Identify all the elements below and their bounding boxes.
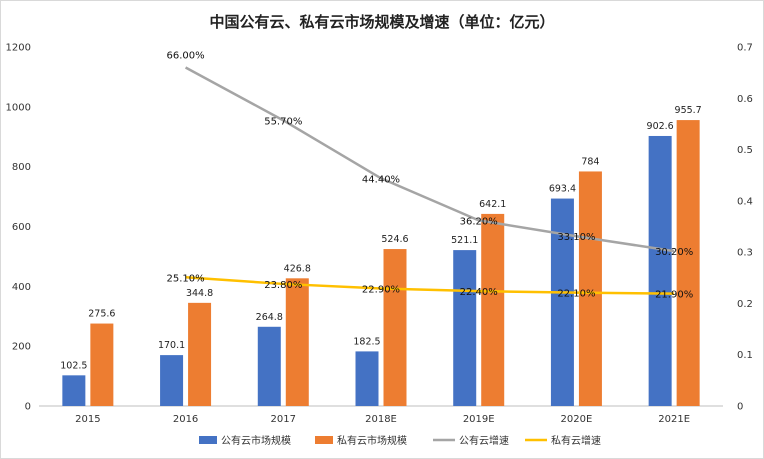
bar-private-cloud	[188, 302, 212, 406]
x-tick-label: 2016	[173, 414, 198, 425]
bar-label-private-cloud: 344.8	[186, 288, 213, 299]
bar-label-private-cloud: 426.8	[284, 263, 311, 274]
line-public-cloud-growth	[184, 66, 675, 253]
y2-tick-label: 0.6	[737, 94, 753, 105]
y2-tick-label: 0.2	[737, 299, 753, 310]
y2-tick-label: 0.1	[737, 350, 753, 361]
growth-label-private-cloud: 22.90%	[362, 285, 400, 296]
legend-public-cloud-growth-label: 公有云增速	[459, 434, 509, 447]
data-labels: 102.5 170.1 264.8 182.5 521.1 693.4 902.6 275.6…	[60, 51, 701, 372]
bar-label-private-cloud: 524.6	[381, 234, 408, 245]
legend-public-cloud-size-label: 公有云市场规模	[221, 434, 291, 447]
bar-label-public-cloud: 264.8	[256, 312, 283, 323]
growth-label-public-cloud: 55.70%	[264, 116, 302, 127]
x-tick-label: 2020E	[561, 414, 593, 425]
bar-label-public-cloud: 521.1	[451, 235, 478, 246]
y-tick-label: 200	[12, 342, 31, 353]
growth-label-public-cloud: 66.00%	[167, 51, 205, 62]
y2-tick-label: 0	[737, 402, 743, 413]
bar-label-private-cloud: 275.6	[88, 309, 115, 320]
y2-tick-label: 0.4	[737, 196, 753, 207]
bar-public-cloud	[648, 135, 672, 406]
y-tick-label: 1000	[6, 102, 31, 113]
x-tick-label: 2018E	[365, 414, 397, 425]
legend-private-cloud-growth-label: 私有云增速	[551, 434, 601, 447]
bar-public-cloud	[355, 351, 379, 406]
y-tick-label: 600	[12, 222, 31, 233]
y2-tick-label: 0.3	[737, 248, 753, 259]
growth-label-public-cloud: 44.40%	[362, 174, 400, 185]
legend-private-cloud-size-label: 私有云市场规模	[337, 434, 407, 447]
bar-private-cloud	[285, 278, 309, 406]
y2-tick-label: 0.7	[737, 43, 753, 54]
x-tick-label: 2017	[271, 414, 296, 425]
bar-label-public-cloud: 170.1	[158, 340, 185, 351]
y-tick-label: 0	[25, 402, 31, 413]
chart-title: 中国公有云、私有云市场规模及增速（单位：亿元）	[209, 13, 554, 31]
bar-private-cloud	[481, 213, 505, 406]
y2-tick-label: 0.5	[737, 145, 753, 156]
bar-label-public-cloud: 182.5	[353, 336, 380, 347]
bar-private-cloud	[578, 171, 602, 406]
y-tick-label: 1200	[6, 43, 31, 54]
legend: 公有云市场规模 私有云市场规模 公有云增速 私有云增速	[199, 434, 601, 447]
bar-private-cloud	[90, 323, 114, 406]
bar-label-public-cloud: 102.5	[60, 360, 87, 371]
x-tick-label: 2019E	[463, 414, 495, 425]
lines	[184, 66, 675, 295]
bar-label-public-cloud: 902.6	[647, 121, 674, 132]
x-tick-label: 2021E	[658, 414, 690, 425]
growth-label-private-cloud: 22.40%	[460, 287, 498, 298]
bar-public-cloud	[62, 375, 86, 406]
bar-label-private-cloud: 784	[581, 156, 599, 167]
y-tick-label: 800	[12, 162, 31, 173]
line-private-cloud-growth	[185, 276, 675, 295]
bar-label-private-cloud: 955.7	[675, 105, 702, 116]
bar-public-cloud	[550, 198, 574, 406]
axes: 0 200 400 600 800 1000 1200 0 0.1 0.2 0.3 0.4 0.5 0.6…	[6, 43, 753, 426]
bar-label-public-cloud: 693.4	[549, 184, 576, 195]
growth-label-private-cloud: 25.10%	[167, 273, 205, 284]
legend-public-cloud-size-swatch	[199, 436, 217, 444]
bar-public-cloud	[160, 355, 184, 406]
y-tick-label: 400	[12, 282, 31, 293]
growth-label-public-cloud: 33.10%	[557, 232, 595, 243]
growth-label-private-cloud: 22.10%	[557, 289, 595, 300]
bar-private-cloud	[676, 120, 700, 406]
x-tick-label: 2015	[75, 414, 100, 425]
legend-private-cloud-size-swatch	[315, 436, 333, 444]
bar-private-cloud	[383, 249, 407, 406]
bar-public-cloud	[257, 326, 281, 406]
growth-label-public-cloud: 36.20%	[460, 216, 498, 227]
growth-label-private-cloud: 21.90%	[655, 290, 693, 301]
bar-label-private-cloud: 642.1	[479, 199, 506, 210]
growth-label-private-cloud: 23.80%	[264, 280, 302, 291]
bar-public-cloud	[453, 250, 477, 406]
growth-label-public-cloud: 30.20%	[655, 247, 693, 258]
bars	[62, 120, 700, 406]
